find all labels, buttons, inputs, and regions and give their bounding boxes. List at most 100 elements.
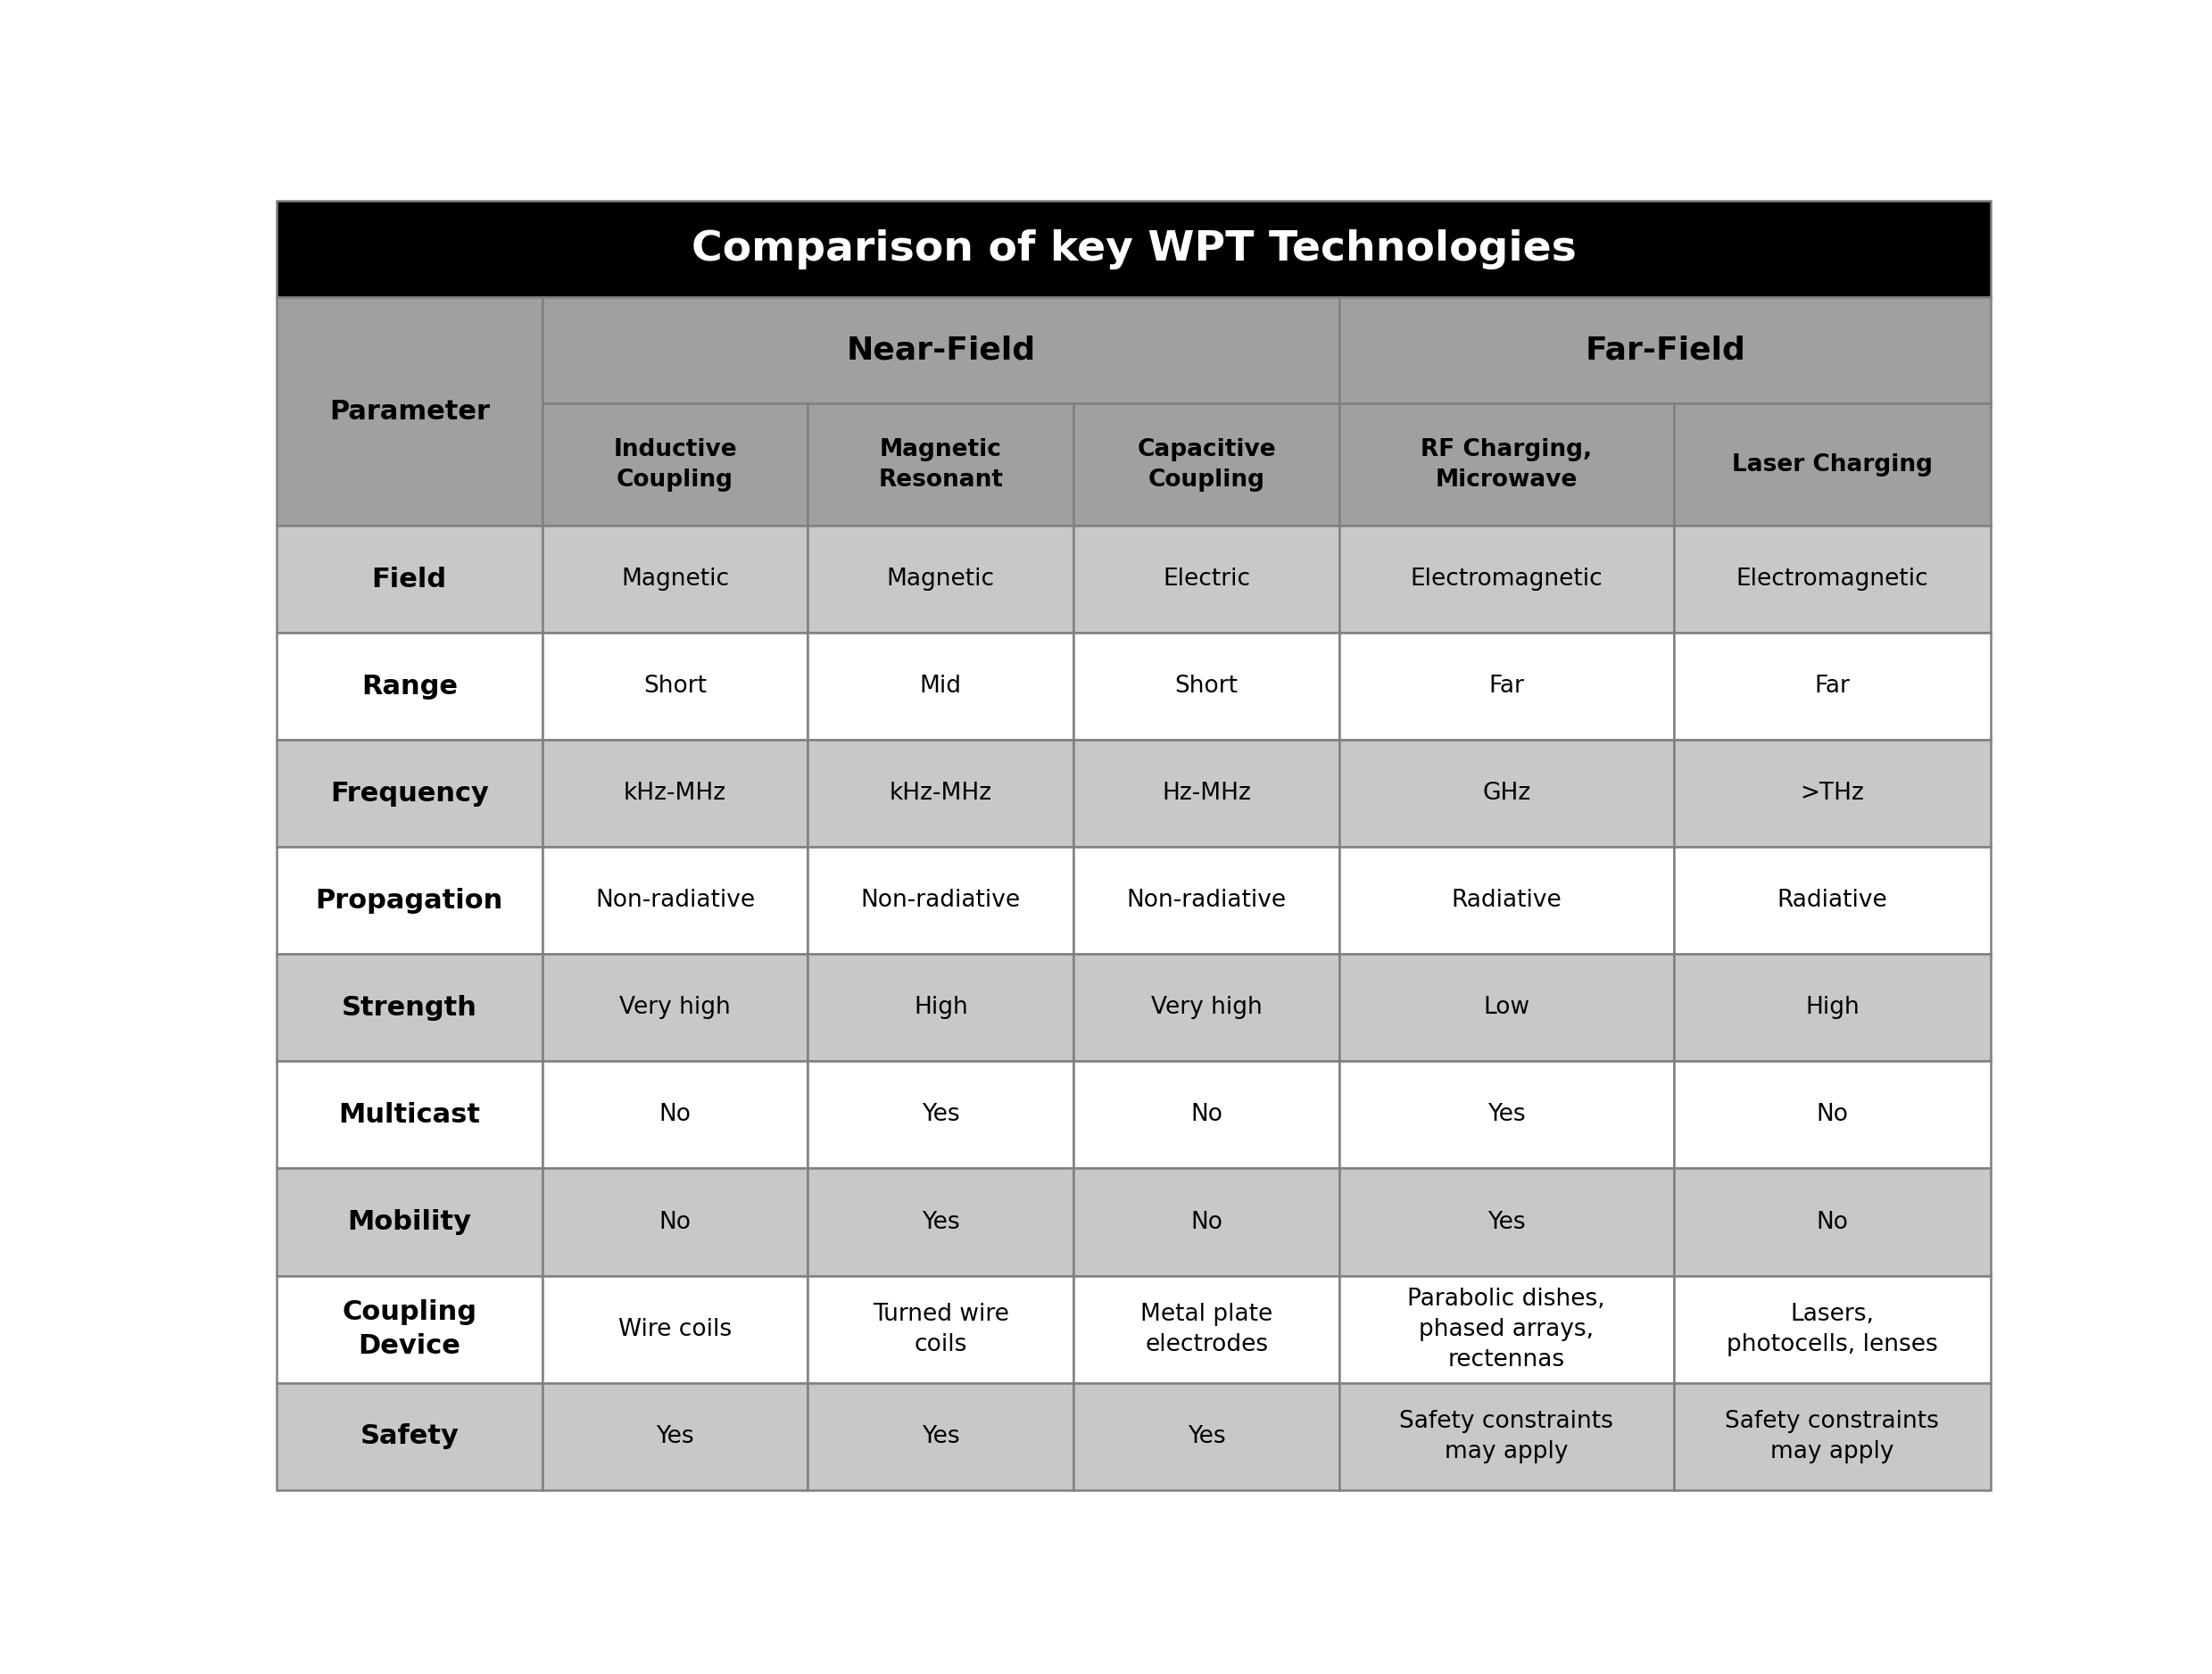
Text: Very high: Very high — [1150, 996, 1263, 1019]
Bar — [276, 1276, 542, 1383]
Text: Very high: Very high — [619, 996, 730, 1019]
Text: Metal plate
electrodes: Metal plate electrodes — [1141, 1302, 1272, 1356]
Text: High: High — [1805, 996, 1860, 1019]
Text: No: No — [659, 1103, 690, 1127]
Bar — [807, 847, 1073, 954]
Bar — [807, 526, 1073, 633]
Bar — [542, 847, 807, 954]
Bar — [1338, 403, 1674, 526]
Text: Far: Far — [1814, 675, 1849, 698]
Bar — [1674, 1061, 1991, 1168]
Text: Turned wire
coils: Turned wire coils — [872, 1302, 1009, 1356]
Bar — [542, 298, 1338, 403]
Text: Low: Low — [1484, 996, 1531, 1019]
Text: GHz: GHz — [1482, 782, 1531, 805]
Text: Frequency: Frequency — [330, 780, 489, 807]
Text: Yes: Yes — [657, 1425, 695, 1448]
Text: Electromagnetic: Electromagnetic — [1736, 567, 1929, 591]
Bar — [807, 633, 1073, 740]
Bar — [1073, 847, 1338, 954]
Bar — [276, 740, 542, 847]
Bar — [1674, 847, 1991, 954]
Bar — [1338, 526, 1674, 633]
Bar — [542, 1276, 807, 1383]
Text: Radiative: Radiative — [1776, 889, 1887, 912]
Bar — [1674, 1276, 1991, 1383]
Bar — [1338, 1168, 1674, 1276]
Bar — [1073, 1061, 1338, 1168]
Bar — [1073, 740, 1338, 847]
Text: Magnetic: Magnetic — [622, 567, 730, 591]
Text: Yes: Yes — [1486, 1210, 1526, 1234]
Text: Far-Field: Far-Field — [1584, 335, 1745, 365]
Text: Electromagnetic: Electromagnetic — [1411, 567, 1604, 591]
Bar — [276, 201, 1991, 298]
Bar — [542, 526, 807, 633]
Bar — [807, 740, 1073, 847]
Text: Strength: Strength — [341, 994, 478, 1021]
Text: Magnetic: Magnetic — [887, 567, 995, 591]
Bar — [1338, 1061, 1674, 1168]
Text: Radiative: Radiative — [1451, 889, 1562, 912]
Bar — [1338, 1276, 1674, 1383]
Text: Non-radiative: Non-radiative — [860, 889, 1020, 912]
Bar — [1674, 633, 1991, 740]
Text: Field: Field — [372, 566, 447, 593]
Text: Non-radiative: Non-radiative — [595, 889, 754, 912]
Text: Coupling
Device: Coupling Device — [343, 1299, 478, 1359]
Text: Lasers,
photocells, lenses: Lasers, photocells, lenses — [1728, 1302, 1938, 1356]
Bar — [276, 526, 542, 633]
Bar — [542, 954, 807, 1061]
Text: Inductive
Coupling: Inductive Coupling — [613, 437, 737, 490]
Bar — [807, 1383, 1073, 1490]
Text: High: High — [914, 996, 969, 1019]
Text: Propagation: Propagation — [316, 887, 502, 914]
Bar — [1073, 954, 1338, 1061]
Bar — [276, 954, 542, 1061]
Bar — [276, 1383, 542, 1490]
Text: No: No — [1190, 1103, 1223, 1127]
Text: No: No — [659, 1210, 690, 1234]
Bar — [1338, 633, 1674, 740]
Bar — [542, 740, 807, 847]
Text: Short: Short — [1175, 675, 1239, 698]
Bar — [807, 954, 1073, 1061]
Bar — [542, 1383, 807, 1490]
Bar — [807, 403, 1073, 526]
Bar — [1674, 740, 1991, 847]
Bar — [1073, 1168, 1338, 1276]
Text: Hz-MHz: Hz-MHz — [1161, 782, 1252, 805]
Text: Yes: Yes — [922, 1103, 960, 1127]
Text: Yes: Yes — [922, 1425, 960, 1448]
Bar — [542, 633, 807, 740]
Text: Mid: Mid — [920, 675, 962, 698]
Bar — [1073, 1383, 1338, 1490]
Text: Electric: Electric — [1164, 567, 1250, 591]
Text: Far: Far — [1489, 675, 1524, 698]
Bar — [807, 1061, 1073, 1168]
Text: Yes: Yes — [1188, 1425, 1225, 1448]
Bar — [276, 298, 542, 526]
Text: Yes: Yes — [1486, 1103, 1526, 1127]
Text: Parameter: Parameter — [330, 398, 489, 425]
Text: Magnetic
Resonant: Magnetic Resonant — [878, 437, 1004, 490]
Text: RF Charging,
Microwave: RF Charging, Microwave — [1420, 437, 1593, 490]
Bar — [1338, 298, 1991, 403]
Bar — [1073, 526, 1338, 633]
Bar — [276, 633, 542, 740]
Bar — [542, 403, 807, 526]
Bar — [1674, 1168, 1991, 1276]
Bar — [1073, 633, 1338, 740]
Bar — [1338, 740, 1674, 847]
Bar — [1338, 1383, 1674, 1490]
Bar — [1338, 954, 1674, 1061]
Bar — [1674, 526, 1991, 633]
Bar — [1674, 1383, 1991, 1490]
Bar — [542, 1061, 807, 1168]
Text: Range: Range — [361, 673, 458, 700]
Bar — [276, 847, 542, 954]
Bar — [1338, 847, 1674, 954]
Text: Non-radiative: Non-radiative — [1126, 889, 1287, 912]
Bar — [1073, 403, 1338, 526]
Text: kHz-MHz: kHz-MHz — [889, 782, 993, 805]
